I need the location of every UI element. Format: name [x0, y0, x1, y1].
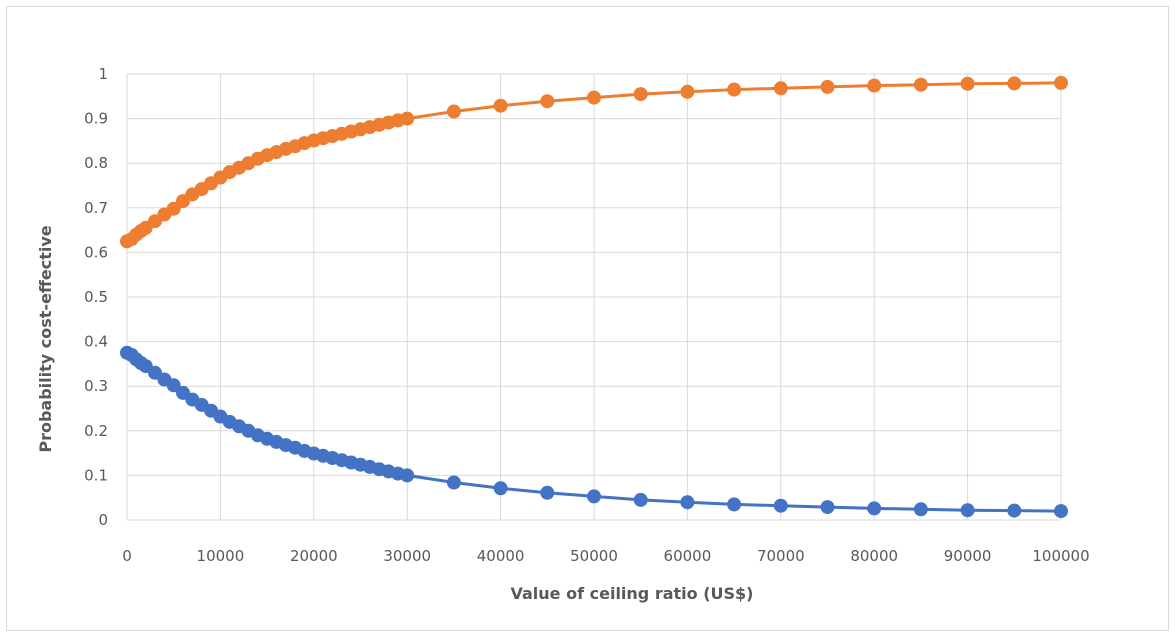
data-point — [820, 79, 835, 94]
data-point — [493, 481, 508, 496]
data-point — [960, 503, 975, 518]
y-tick-label: 0 — [98, 511, 108, 529]
y-tick-label: 0.6 — [84, 243, 108, 261]
y-tick-label: 0.1 — [84, 466, 108, 484]
data-point — [446, 475, 461, 490]
data-point — [400, 468, 415, 483]
data-point — [633, 492, 648, 507]
y-tick-label: 0.3 — [84, 377, 108, 395]
data-point — [913, 77, 928, 92]
x-tick-label: 100000 — [1032, 547, 1089, 565]
y-tick-label: 0.5 — [84, 288, 108, 306]
data-point — [1054, 75, 1068, 90]
data-point — [1054, 504, 1068, 519]
x-tick-label: 20000 — [290, 547, 338, 565]
data-point — [773, 81, 788, 96]
data-point — [680, 495, 695, 510]
gridlines — [126, 73, 1062, 521]
data-point — [727, 82, 742, 97]
series-2 — [120, 345, 1068, 519]
data-point — [867, 501, 882, 516]
data-point — [773, 498, 788, 513]
y-tick-label: 0.8 — [84, 154, 108, 172]
data-point — [587, 90, 601, 105]
data-point — [820, 500, 835, 515]
data-point — [493, 98, 508, 113]
data-point — [540, 485, 555, 500]
data-point — [446, 104, 461, 119]
y-tick-labels: 0 0.1 0.2 0.3 0.4 0.5 0.6 0.7 0.8 0.9 1 — [84, 65, 108, 529]
x-tick-label: 70000 — [757, 547, 805, 565]
series — [120, 75, 1068, 519]
line-chart: 0 0.1 0.2 0.3 0.4 0.5 0.6 0.7 0.8 0.9 1 0 10000 2000… — [36, 65, 1090, 603]
data-point — [727, 497, 742, 512]
data-point — [960, 76, 975, 91]
x-tick-label: 40000 — [477, 547, 525, 565]
data-point — [1007, 503, 1022, 518]
data-point — [587, 489, 601, 504]
data-point — [166, 378, 181, 393]
data-point — [1007, 76, 1022, 91]
y-axis-title: Probability cost-effective — [36, 225, 55, 452]
x-tick-label: 30000 — [383, 547, 431, 565]
x-tick-label: 80000 — [850, 547, 898, 565]
data-point — [913, 502, 928, 517]
data-point — [680, 84, 695, 99]
x-axis-title: Value of ceiling ratio (US$) — [511, 584, 754, 603]
y-tick-label: 0.4 — [84, 333, 108, 351]
data-point — [400, 111, 415, 126]
x-tick-label: 0 — [122, 547, 132, 565]
x-tick-label: 60000 — [664, 547, 712, 565]
y-tick-label: 0.7 — [84, 199, 108, 217]
y-tick-label: 1 — [98, 65, 108, 83]
x-tick-label: 50000 — [570, 547, 618, 565]
y-tick-label: 0.2 — [84, 422, 108, 440]
x-tick-label: 90000 — [944, 547, 992, 565]
x-tick-label: 10000 — [197, 547, 245, 565]
data-point — [540, 94, 555, 109]
chart-frame: 0 0.1 0.2 0.3 0.4 0.5 0.6 0.7 0.8 0.9 1 0 10000 2000… — [6, 6, 1169, 631]
data-point — [633, 87, 648, 102]
series-1 — [120, 75, 1068, 249]
y-tick-label: 0.9 — [84, 110, 108, 128]
data-point — [867, 78, 882, 93]
x-tick-labels: 0 10000 20000 30000 40000 50000 60000 70000 8000… — [122, 547, 1089, 565]
data-point — [166, 201, 181, 216]
